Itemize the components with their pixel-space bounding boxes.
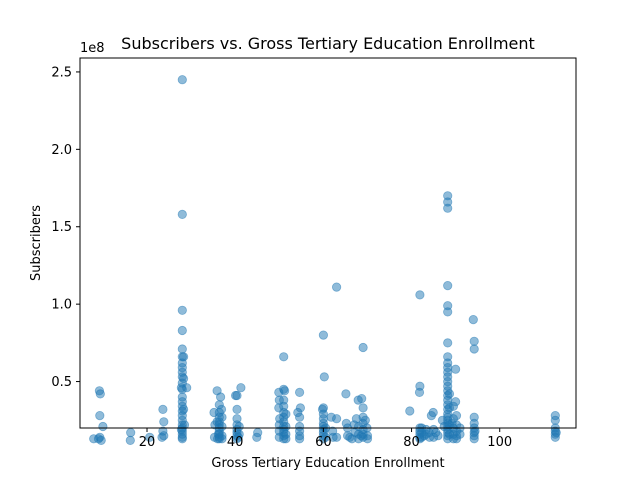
x-axis-ticks: 20 40 60 80 100 <box>139 428 512 450</box>
data-point <box>182 383 192 393</box>
data-point <box>281 421 291 432</box>
x-tick-label: 40 <box>227 435 244 450</box>
y-tick-label: 1.5 <box>51 220 72 235</box>
data-point <box>216 404 227 414</box>
x-tick-label: 80 <box>403 435 420 450</box>
data-point <box>177 75 187 85</box>
data-point <box>450 364 461 374</box>
data-point <box>179 404 189 414</box>
x-tick-label: 20 <box>139 435 156 450</box>
y-tick-label: 1.0 <box>51 298 72 313</box>
data-point <box>177 434 187 444</box>
data-point <box>358 342 368 353</box>
data-point <box>95 410 105 421</box>
data-point <box>331 432 342 442</box>
y-offset-label: 1e8 <box>80 41 105 56</box>
data-point <box>451 410 462 421</box>
data-point <box>295 403 305 413</box>
data-point <box>145 432 155 442</box>
data-point <box>217 421 227 432</box>
data-point <box>341 389 351 399</box>
data-point <box>177 344 187 354</box>
data-point <box>159 417 169 427</box>
data-point <box>281 409 291 419</box>
data-point <box>179 373 189 384</box>
data-point <box>414 387 425 397</box>
data-point <box>179 352 189 362</box>
data-point <box>428 407 438 418</box>
data-point <box>232 404 242 414</box>
data-point <box>450 397 461 407</box>
data-point <box>294 434 305 444</box>
data-point <box>443 338 453 348</box>
data-point <box>232 390 242 401</box>
data-point <box>362 434 373 444</box>
data-point <box>176 424 186 435</box>
data-point <box>415 290 425 300</box>
y-tick-label: 2.0 <box>51 143 72 158</box>
data-point <box>455 429 465 439</box>
data-point <box>177 325 187 336</box>
data-point <box>469 344 479 354</box>
x-axis-label: Gross Tertiary Education Enrollment <box>211 456 444 471</box>
points-layer <box>89 75 561 445</box>
x-tick-label: 100 <box>487 435 512 450</box>
data-point <box>236 383 246 393</box>
y-tick-label: 0.5 <box>51 375 72 390</box>
data-point <box>319 372 329 382</box>
data-point <box>217 412 227 422</box>
data-point <box>331 414 342 424</box>
x-tick-label: 60 <box>315 435 332 450</box>
data-point <box>469 434 479 444</box>
data-point <box>96 435 106 445</box>
data-point <box>233 432 243 442</box>
data-point <box>158 404 168 414</box>
data-point <box>469 336 479 346</box>
y-tick-label: 2.5 <box>51 65 72 80</box>
data-point <box>331 282 342 292</box>
data-point <box>177 209 187 219</box>
data-point <box>360 415 370 425</box>
data-point <box>217 434 227 444</box>
y-axis-label: Subscribers <box>29 205 44 281</box>
data-point <box>125 435 135 445</box>
data-point <box>279 352 289 362</box>
data-point <box>177 305 187 315</box>
chart-title: Subscribers vs. Gross Tertiary Education… <box>121 34 535 53</box>
data-point <box>216 392 226 402</box>
data-point <box>318 330 328 340</box>
data-point <box>358 403 368 413</box>
data-point <box>443 280 453 291</box>
data-point <box>551 427 561 438</box>
data-point <box>443 203 453 213</box>
data-point <box>433 431 443 441</box>
data-point <box>95 389 105 399</box>
data-point <box>294 412 305 422</box>
data-point <box>444 389 455 399</box>
data-point <box>468 314 478 325</box>
data-point <box>443 307 453 317</box>
data-point <box>234 421 244 432</box>
y-axis-ticks: 0.5 1.0 1.5 2.0 2.5 <box>51 65 80 390</box>
data-point <box>253 427 263 438</box>
data-point <box>405 406 415 416</box>
data-point <box>159 431 169 441</box>
data-point <box>470 426 480 436</box>
data-point <box>279 386 290 396</box>
data-point <box>281 434 291 444</box>
data-point <box>357 393 367 404</box>
plot-frame <box>79 57 577 429</box>
data-point <box>294 387 305 397</box>
data-point <box>550 415 560 425</box>
data-point <box>126 427 136 438</box>
data-point <box>98 421 108 432</box>
